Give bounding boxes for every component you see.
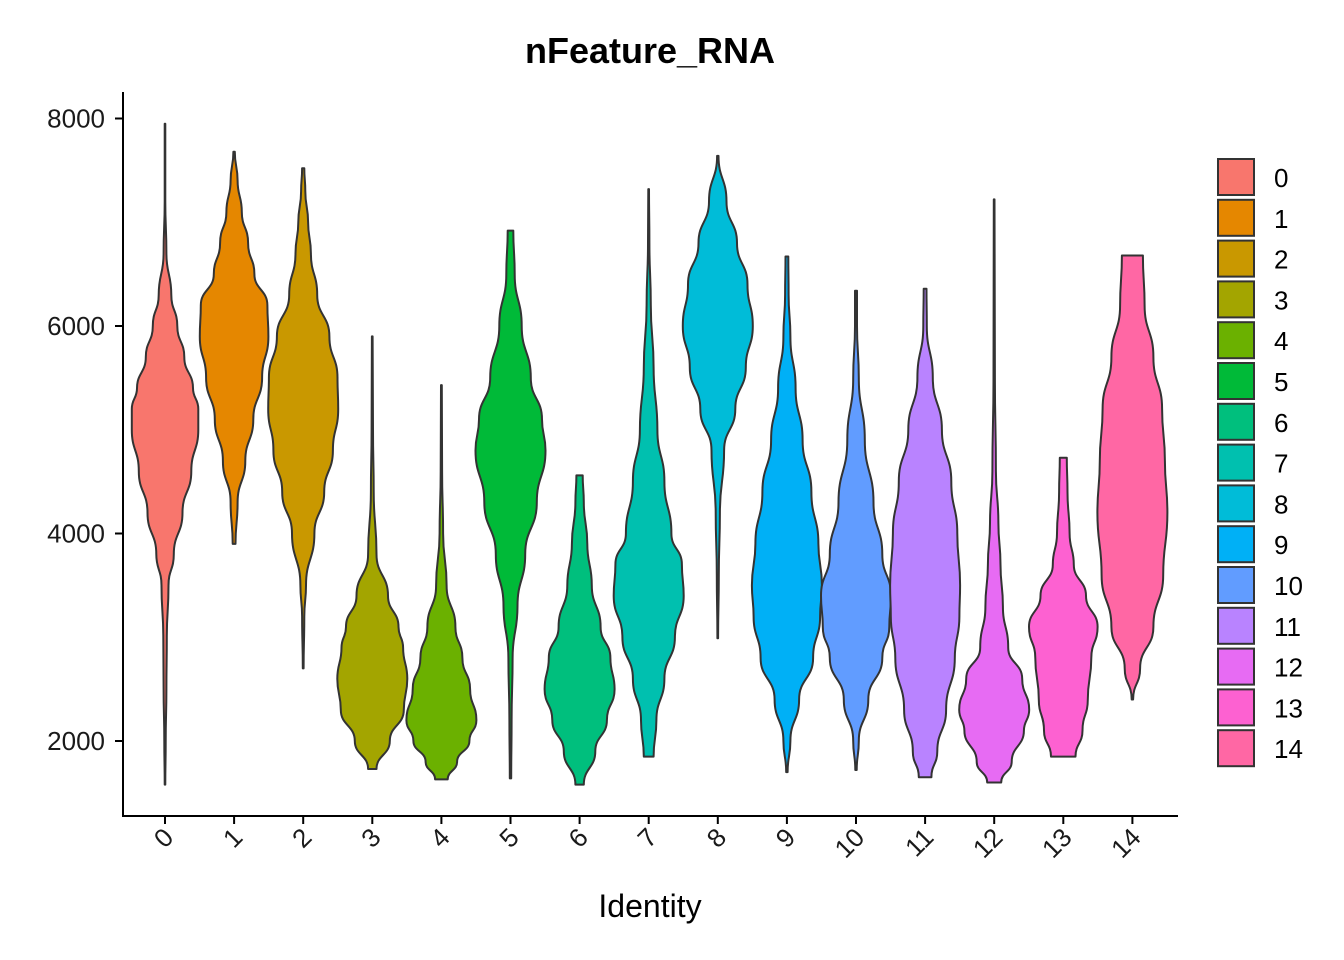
legend-swatch <box>1217 525 1255 564</box>
legend-swatch <box>1217 688 1255 727</box>
x-axis-title: Identity <box>598 888 701 924</box>
legend-swatch <box>1217 239 1255 278</box>
x-tick-label: 12 <box>967 822 1009 864</box>
legend-label: 11 <box>1274 612 1301 642</box>
chart-title: nFeature_RNA <box>525 30 775 71</box>
y-tick-label: 6000 <box>47 311 105 341</box>
legend-swatch <box>1217 443 1255 482</box>
legend-label: 14 <box>1274 734 1303 764</box>
legend-swatch <box>1217 647 1255 686</box>
legend-label: 2 <box>1274 245 1288 275</box>
x-tick-label: 10 <box>829 822 871 864</box>
legend-label: 3 <box>1274 285 1288 315</box>
legend-label: 5 <box>1274 367 1288 397</box>
legend-label: 6 <box>1274 408 1288 438</box>
violin-cluster-1 <box>198 150 270 545</box>
x-axis: 0 1 2 3 4 5 6 7 8 9 10 11 12 13 14 <box>148 816 1147 864</box>
violin-plot-area <box>130 122 1169 786</box>
x-tick-label: 5 <box>493 822 524 853</box>
legend-label: 13 <box>1274 693 1303 723</box>
violin-cluster-12 <box>958 198 1031 784</box>
x-tick-label: 14 <box>1105 822 1147 864</box>
violin-cluster-2 <box>267 167 340 670</box>
legend-label: 9 <box>1274 530 1288 560</box>
legend-label: 8 <box>1274 489 1288 519</box>
x-tick-label: 13 <box>1036 822 1078 864</box>
violin-cluster-0 <box>130 122 200 786</box>
legend-label: 1 <box>1274 204 1288 234</box>
y-tick-label: 8000 <box>47 104 105 134</box>
legend-label: 4 <box>1274 326 1288 356</box>
violin-cluster-11 <box>889 287 962 779</box>
violin-cluster-3 <box>336 335 409 770</box>
x-tick-label: 4 <box>424 822 455 853</box>
legend-swatch <box>1217 321 1255 360</box>
x-tick-label: 9 <box>770 822 801 853</box>
legend-label: 12 <box>1274 653 1303 683</box>
violin-cluster-10 <box>820 289 892 771</box>
x-tick-label: 6 <box>562 822 593 853</box>
legend-swatch <box>1217 280 1255 319</box>
violin-cluster-4 <box>405 384 478 781</box>
legend-swatch <box>1217 729 1255 768</box>
legend-swatch <box>1217 362 1255 400</box>
legend-swatch <box>1217 158 1255 196</box>
legend-label: 7 <box>1274 449 1288 479</box>
x-tick-label: 3 <box>355 822 386 853</box>
x-tick-label: 1 <box>217 822 248 853</box>
x-tick-label: 2 <box>286 822 317 853</box>
legend-swatch <box>1217 484 1255 523</box>
violin-cluster-5 <box>474 229 547 780</box>
violin-cluster-14 <box>1096 254 1169 701</box>
violin-cluster-6 <box>543 474 616 786</box>
x-tick-label: 7 <box>631 822 662 853</box>
legend-swatch <box>1217 606 1255 645</box>
legend-swatch <box>1217 198 1255 237</box>
legend-label: 0 <box>1274 163 1288 193</box>
x-tick-label: 11 <box>899 822 939 862</box>
violin-cluster-13 <box>1028 456 1099 758</box>
legend-swatch <box>1217 566 1255 604</box>
y-axis: 2000 4000 6000 8000 <box>47 104 123 756</box>
x-tick-label: 8 <box>701 822 732 853</box>
y-tick-label: 4000 <box>47 519 105 549</box>
y-tick-label: 2000 <box>47 726 105 756</box>
violin-cluster-9 <box>750 255 823 774</box>
violin-cluster-8 <box>681 154 754 640</box>
violin-cluster-7 <box>612 188 685 758</box>
legend-swatch <box>1217 402 1255 441</box>
legend-label: 10 <box>1274 571 1303 601</box>
x-tick-label: 0 <box>148 822 179 853</box>
